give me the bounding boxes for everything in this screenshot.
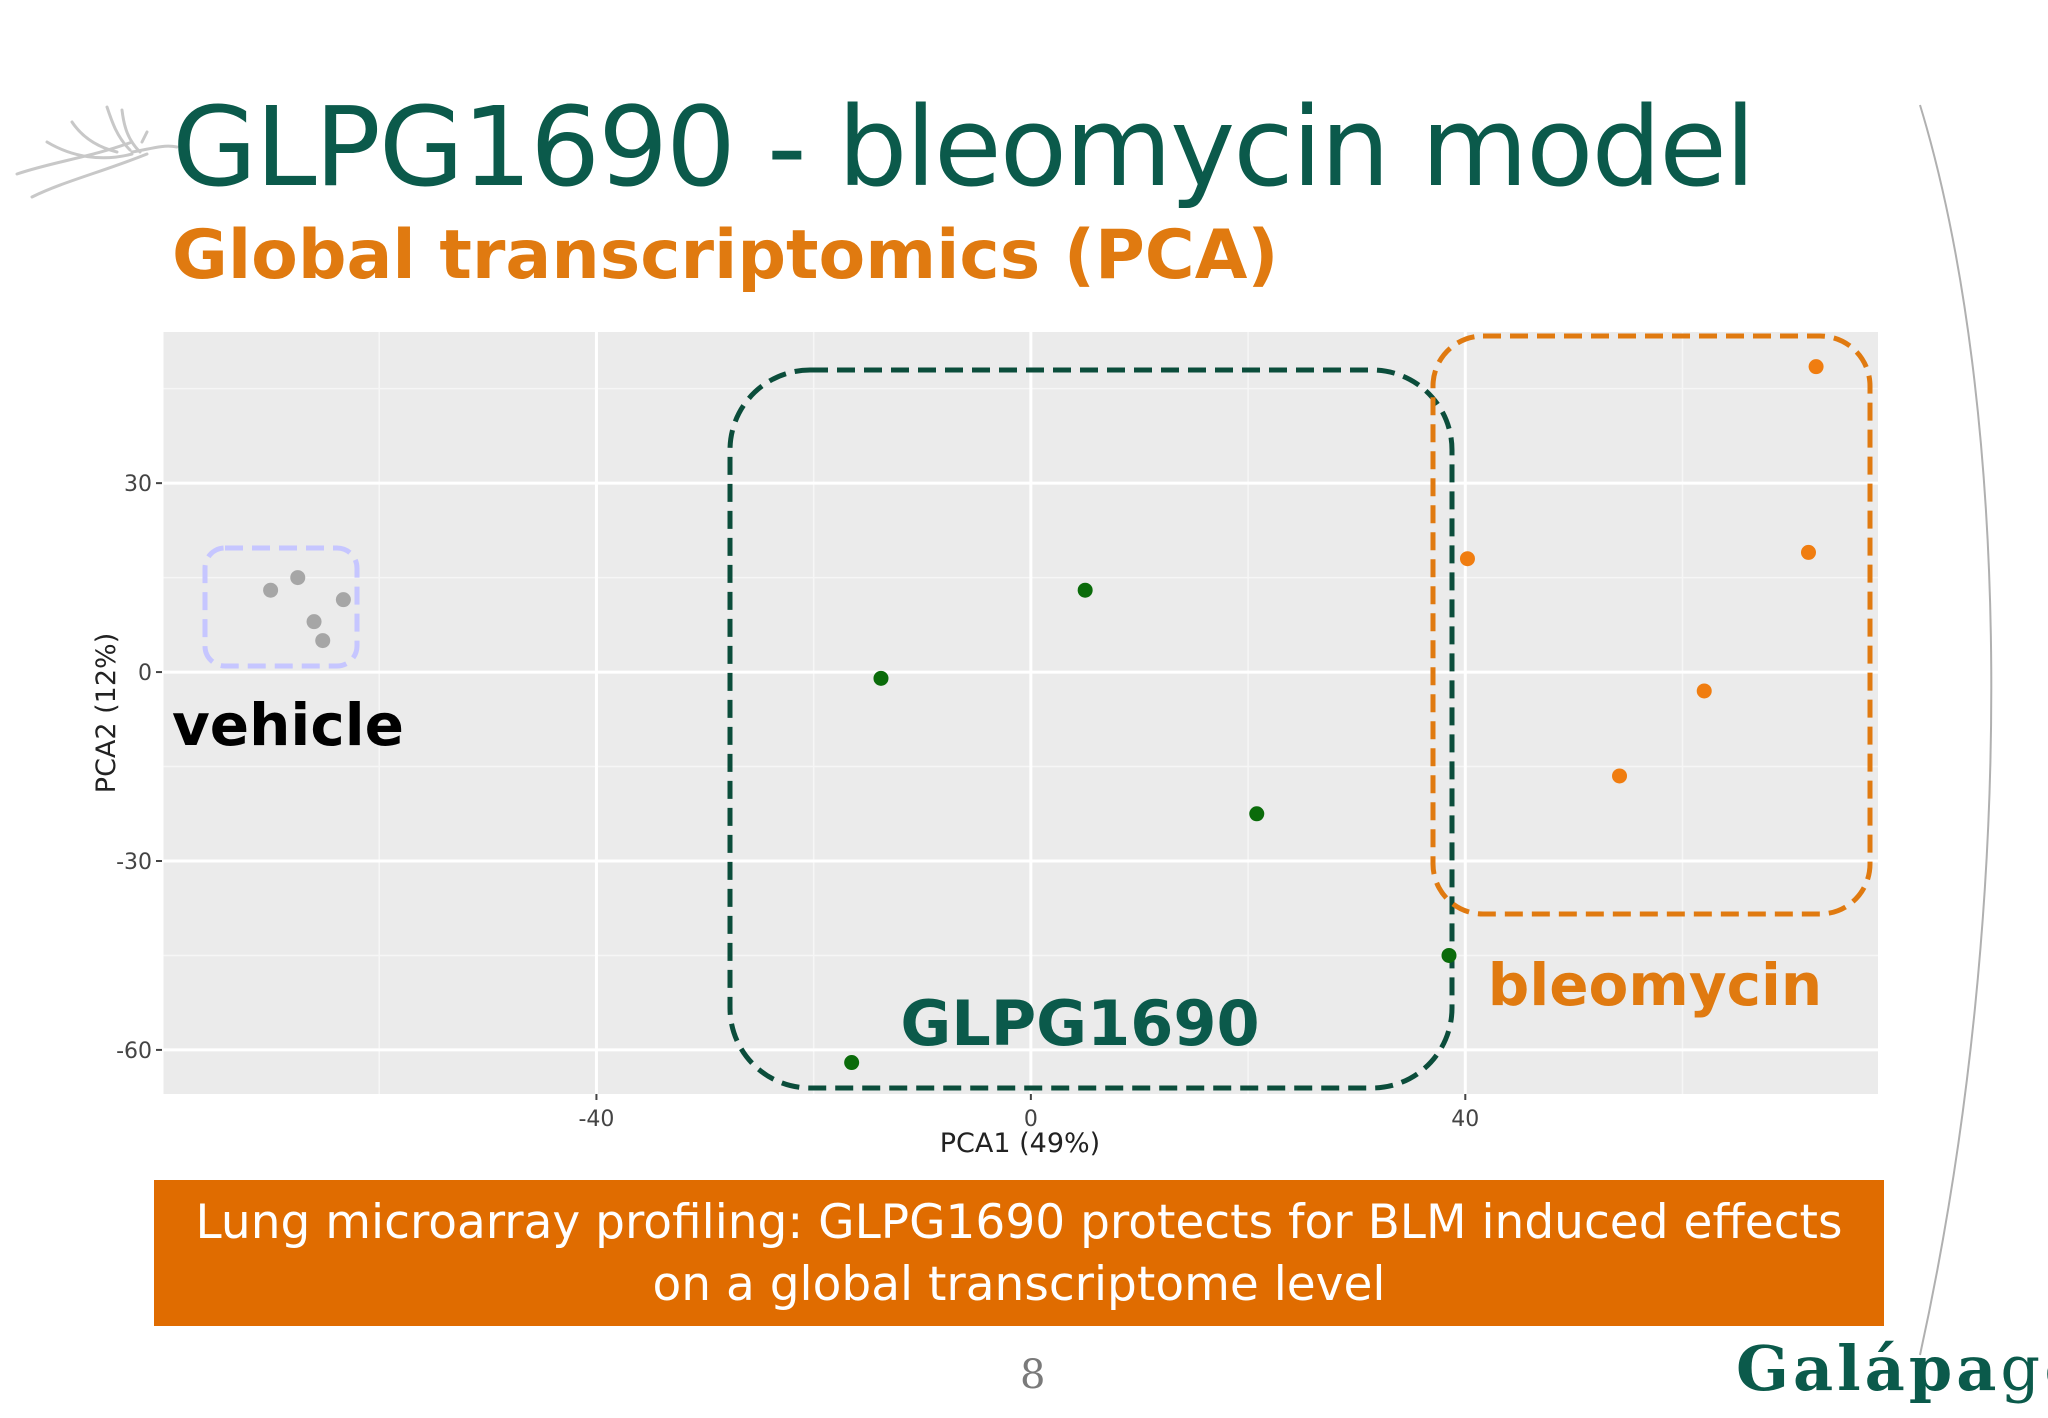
bleomycin-point: [1696, 683, 1712, 699]
glpg1690-annotation: GLPG1690: [900, 987, 1259, 1060]
brand-light: gos: [2000, 1332, 2048, 1405]
data-points: [263, 359, 1824, 1071]
bleomycin-point: [1459, 551, 1475, 567]
glpg1690-point: [1077, 582, 1093, 598]
page-title: GLPG1690 - bleomycin model: [172, 83, 1756, 211]
x-axis-label: PCA1 (49%): [940, 1128, 1100, 1159]
vehicle-point: [306, 614, 322, 630]
glpg1690-point: [844, 1055, 860, 1071]
grid-minor: [162, 332, 1878, 1094]
bleomycin-point: [1612, 768, 1628, 784]
vehicle-annotation: vehicle: [172, 691, 404, 759]
y-tick-label: -60: [116, 1039, 152, 1064]
glpg1690-point: [1441, 947, 1457, 963]
y-tick-label: 30: [124, 472, 152, 497]
decorative-curve: [1919, 104, 1993, 1356]
y-tick-label: -30: [116, 850, 152, 875]
conclusion-banner: Lung microarray profiling: GLPG1690 prot…: [154, 1180, 1884, 1326]
bleomycin-group-outline: [1430, 333, 1873, 917]
vehicle-group-outline: [202, 545, 360, 669]
banner-line-2: on a global transcriptome level: [652, 1257, 1386, 1312]
bleomycin-point: [1808, 359, 1824, 375]
glpg1690-group-outline: [727, 367, 1455, 1091]
glpg1690-point: [1249, 806, 1265, 822]
glpg1690-point: [873, 670, 889, 686]
x-tick-label: 0: [1024, 1107, 1038, 1132]
bleomycin-point: [1800, 544, 1816, 560]
banner-line-1: Lung microarray profiling: GLPG1690 prot…: [195, 1195, 1843, 1250]
brand-bold: Galápa: [1736, 1332, 2001, 1405]
x-tick-label: -40: [578, 1107, 614, 1132]
y-tick-label: 0: [138, 661, 152, 686]
page-subtitle: Global transcriptomics (PCA): [172, 216, 1279, 295]
galapagos-logo: Galápagos: [1736, 1332, 2048, 1405]
x-tick-label: 40: [1451, 1107, 1479, 1132]
page-number: 8: [1020, 1352, 1046, 1398]
axis-ticks: -40 0 40 30 0 -30 -60: [116, 472, 1479, 1132]
y-axis-label: PCA2 (12%): [91, 633, 122, 793]
grid-major: [160, 332, 1878, 1094]
vehicle-point: [335, 592, 351, 608]
vehicle-point: [290, 570, 306, 586]
bleomycin-annotation: bleomycin: [1488, 951, 1822, 1019]
bird-logo-icon: [15, 105, 179, 199]
vehicle-point: [315, 633, 331, 649]
plot-panel: [162, 332, 1878, 1094]
vehicle-point: [263, 582, 279, 598]
